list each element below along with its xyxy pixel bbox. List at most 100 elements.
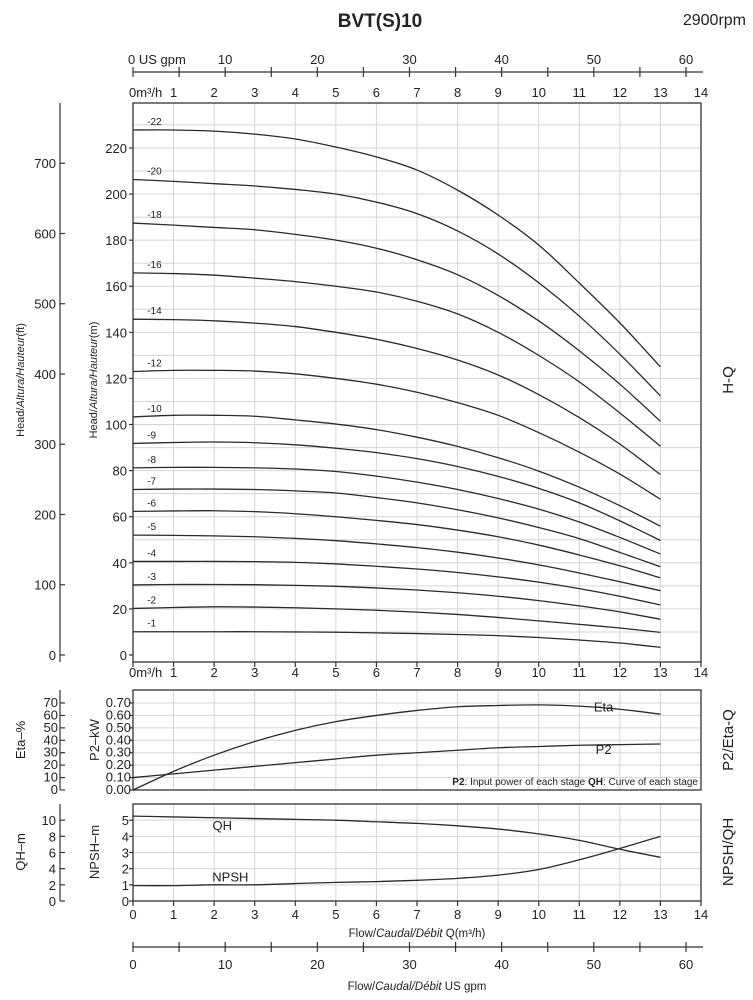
p2-curve [132, 743, 661, 779]
npsh-tick-label: 2 [122, 862, 129, 877]
m3h-tick-label-mid: 1 [170, 665, 177, 680]
m3h-tick-label-top: 6 [373, 85, 380, 100]
stage-label: -5 [147, 522, 156, 533]
qh-tick-label: 0 [49, 894, 56, 909]
qh-axis-title: QH–m [13, 833, 28, 871]
stage-label: -7 [147, 477, 156, 488]
chart-title: BVT(S)10 [338, 11, 422, 32]
head-ft-tick-label: 700 [34, 156, 56, 171]
flow-m3h-axis-title: Flow/Caudal/Débit Q(m³/h) [349, 928, 486, 940]
p2-tick-label: 0.70 [106, 695, 131, 710]
stage-label: -10 [147, 404, 162, 415]
m3h-tick-label-mid: 14 [694, 665, 708, 680]
stage-label: -2 [147, 595, 156, 606]
m3h-tick-label-top: 3 [251, 85, 258, 100]
head-m-tick-label: 100 [105, 418, 127, 433]
p2eta-side-label: P2/Eta-Q [720, 709, 737, 771]
eta-axis-title: Eta–% [13, 720, 28, 759]
gpm-tick-label-bottom: 10 [218, 957, 232, 972]
eta-tick-label: 30 [44, 745, 58, 760]
m3h-tick-label-bottom: 8 [454, 907, 461, 922]
p2-tick-label: 0.20 [106, 757, 131, 772]
m3h-tick-label-mid: 13 [653, 665, 667, 680]
m3h-tick-label-mid: 4 [292, 665, 299, 680]
npsh-tick-label: 1 [122, 878, 129, 893]
gpm-tick-label-top: 60 [679, 52, 693, 67]
head-m-tick-label: 60 [113, 510, 127, 525]
head-m-tick-label: 200 [105, 187, 127, 202]
gpm-tick-label-top: 20 [310, 52, 324, 67]
hq-curve-stage-20 [132, 178, 661, 397]
hq-curve-stage-14 [132, 318, 661, 476]
p2-axis-title: P2–kW [87, 718, 102, 761]
qh-tick-label: 2 [49, 878, 56, 893]
m3h-tick-label-bottom: 6 [373, 907, 380, 922]
head-m-axis-title: Head/Altura/Hauteur(m) [88, 322, 100, 439]
hq-curve-stage-22 [132, 129, 661, 368]
m3h-tick-label-top: 12 [613, 85, 627, 100]
head-m-tick-label: 80 [113, 464, 127, 479]
gpm-tick-label-top: 0 US gpm [128, 52, 186, 67]
head-ft-axis-title: Head/Altura/Hauteur(ft) [15, 323, 27, 437]
stage-label: -9 [147, 430, 156, 441]
eta-tick-label: 20 [44, 757, 58, 772]
eta-tick-label: 0 [51, 782, 58, 797]
stage-label: -1 [147, 619, 156, 630]
eta-tick-label: 60 [44, 707, 58, 722]
m3h-tick-label-top: 2 [211, 85, 218, 100]
stage-label: -8 [147, 455, 156, 466]
hq-side-label: H-Q [720, 366, 737, 394]
p2-series-label: P2 [596, 742, 612, 757]
head-ft-tick-label: 100 [34, 578, 56, 593]
p2-tick-label: 0.50 [106, 720, 131, 735]
gpm-tick-label-bottom: 0 [129, 957, 136, 972]
gpm-tick-label-bottom: 60 [679, 957, 693, 972]
hq-curve-stage-10 [132, 414, 661, 527]
npsh-tick-label: 5 [122, 813, 129, 828]
hq-curve-stage-12 [132, 369, 661, 500]
m3h-tick-label-top: 7 [413, 85, 420, 100]
p2-tick-label: 0.00 [106, 782, 131, 797]
m3h-tick-label-top: 14 [694, 85, 708, 100]
head-m-tick-label: 220 [105, 141, 127, 156]
p2-tick-label: 0.60 [106, 707, 131, 722]
gpm-tick-label-top: 40 [494, 52, 508, 67]
hq-curve-stage-6 [132, 510, 661, 579]
m3h-tick-label-bottom: 7 [413, 907, 420, 922]
head-ft-tick-label: 400 [34, 367, 56, 382]
m3h-tick-label-top: 11 [573, 85, 587, 100]
m3h-tick-label-bottom: 14 [694, 907, 708, 922]
qh-tick-label: 6 [49, 846, 56, 861]
gpm-tick-label-top: 30 [402, 52, 416, 67]
m3h-tick-label-bottom: 3 [251, 907, 258, 922]
eta-tick-label: 40 [44, 732, 58, 747]
hq-curve-stage-3 [132, 583, 661, 620]
hq-curve-stage-16 [132, 272, 661, 447]
m3h-tick-label-bottom: 2 [211, 907, 218, 922]
p2-tick-label: 0.10 [106, 770, 131, 785]
eta-tick-label: 70 [44, 695, 58, 710]
m3h-tick-label-mid: 9 [495, 665, 502, 680]
stage-label: -18 [147, 210, 162, 221]
hq-curve-stage-9 [132, 441, 661, 542]
flow-gpm-axis-title: Flow/Caudal/Débit US gpm [348, 981, 487, 993]
p2-qh-note: P2: Input power of each stage QH: Curve … [452, 777, 698, 788]
hq-curve-stage-7 [132, 488, 661, 568]
m3h-tick-label-top: 4 [292, 85, 299, 100]
npsh-series-label: NPSH [212, 870, 248, 885]
stage-label: -3 [147, 572, 156, 583]
m3h-tick-label-bottom: 11 [573, 907, 587, 922]
gpm-tick-label-bottom: 50 [587, 957, 601, 972]
m3h-tick-label-top: 0m³/h [129, 85, 162, 100]
qh-tick-label: 10 [42, 813, 56, 828]
stage-label: -22 [147, 117, 162, 128]
npsh-tick-label: 0 [122, 894, 129, 909]
m3h-tick-label-bottom: 12 [613, 907, 627, 922]
m3h-tick-label-mid: 7 [413, 665, 420, 680]
m3h-tick-label-mid: 11 [573, 665, 587, 680]
qh-series-label: QH [213, 818, 233, 833]
npsh-tick-label: 3 [122, 846, 129, 861]
head-m-tick-label: 140 [105, 325, 127, 340]
head-ft-tick-label: 0 [49, 648, 56, 663]
